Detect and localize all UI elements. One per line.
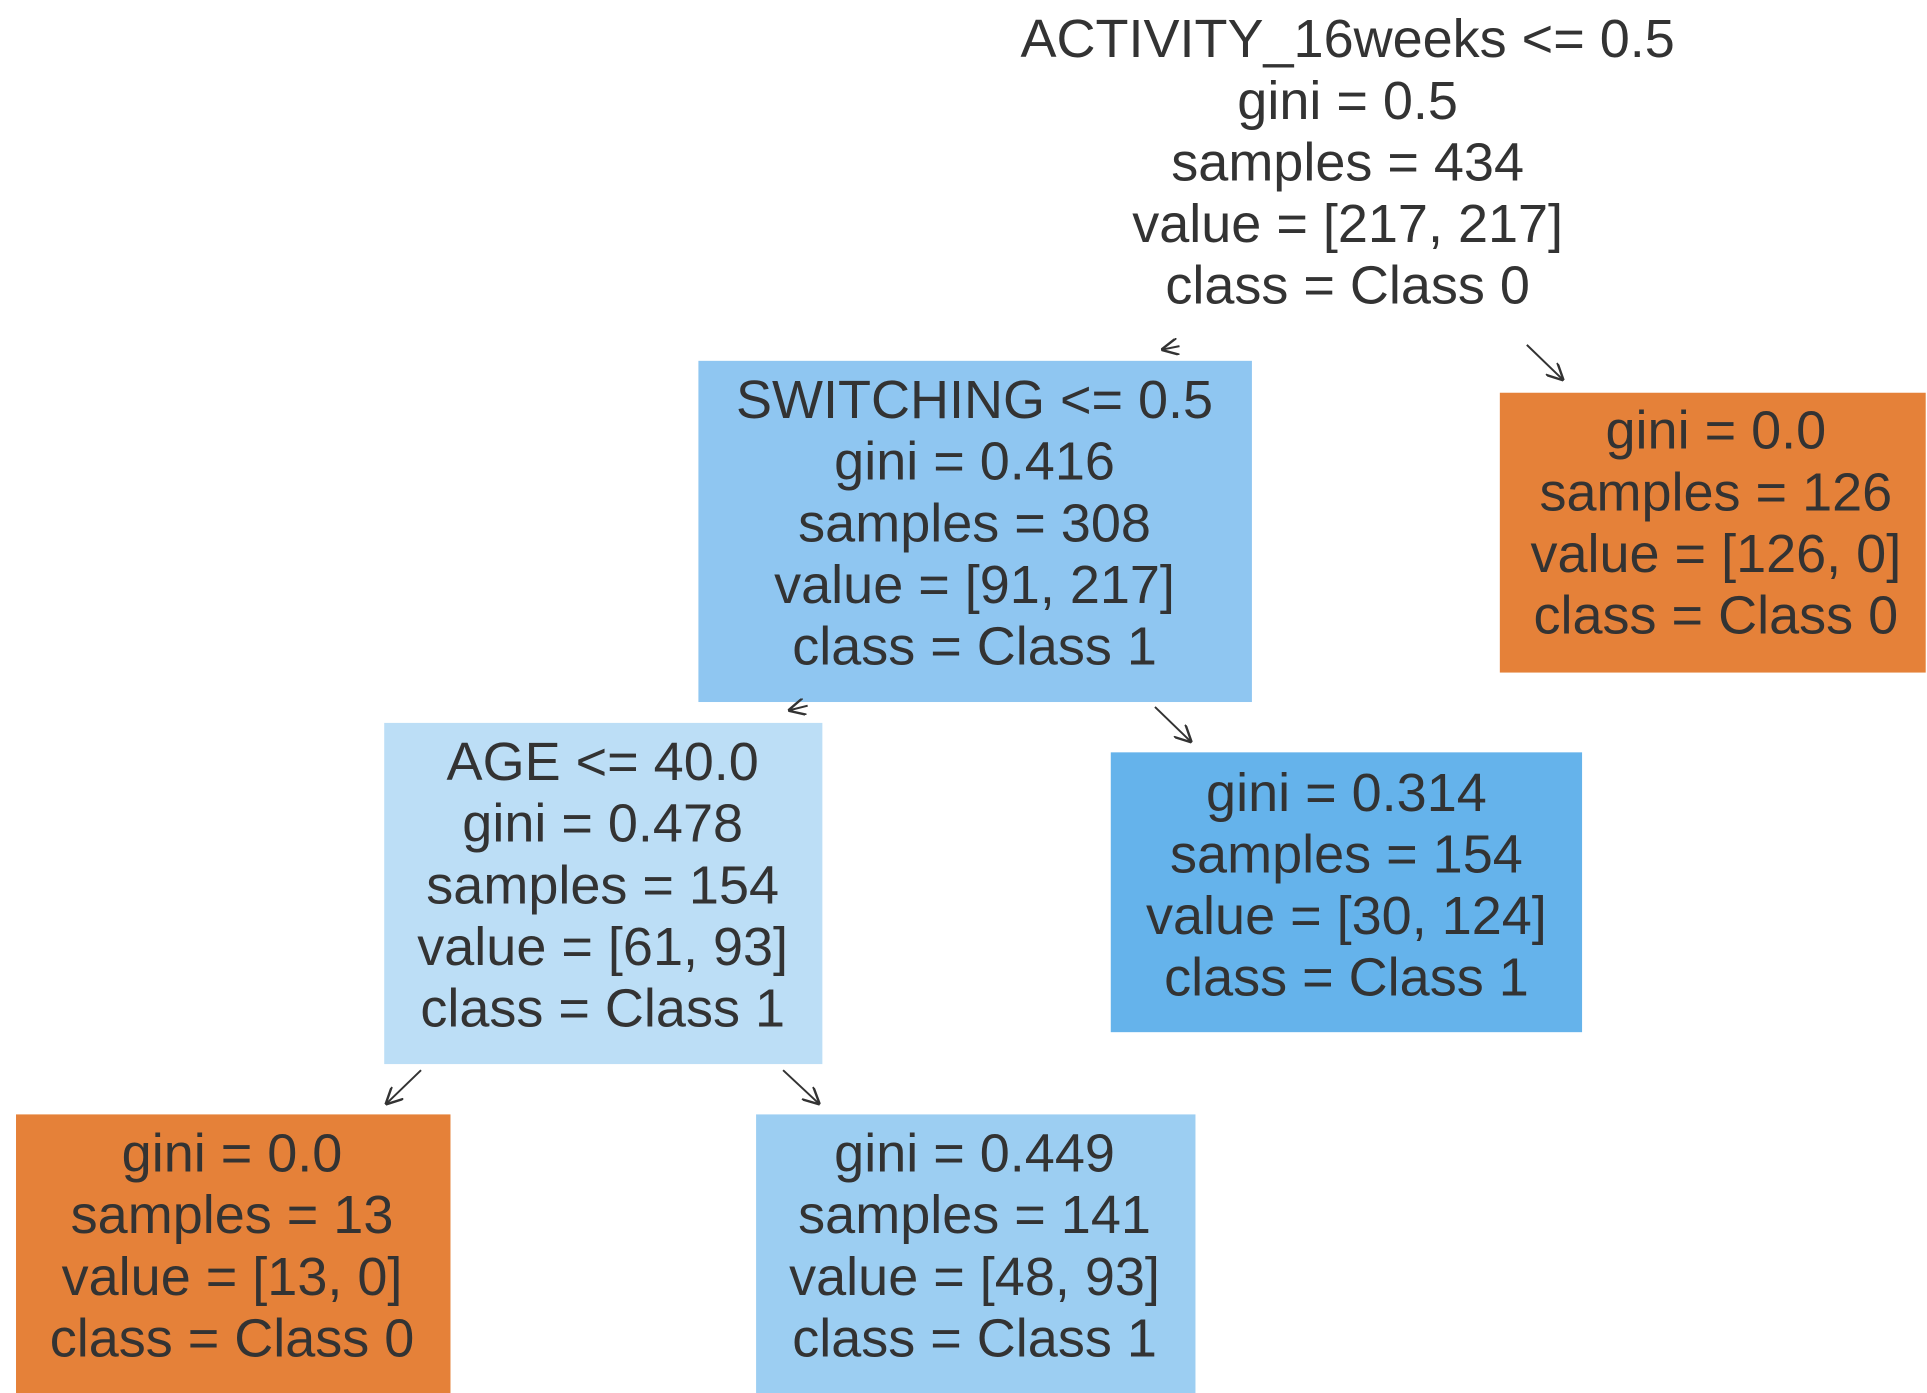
edge xyxy=(1161,346,1180,350)
node-line: gini = 0.0 xyxy=(1606,401,1827,461)
node-line: value = [30, 124] xyxy=(1146,886,1547,946)
node-line: class = Class 0 xyxy=(50,1308,415,1368)
node-box xyxy=(756,1114,1196,1393)
node-box xyxy=(989,12,1708,322)
node-line: gini = 0.449 xyxy=(834,1124,1115,1184)
node-box xyxy=(1499,392,1926,673)
node-box xyxy=(698,360,1252,703)
node-line: value = [61, 93] xyxy=(417,917,788,977)
node-line: value = [91, 217] xyxy=(774,555,1175,615)
node-line: SWITCHING <= 0.5 xyxy=(736,370,1213,430)
node-line: samples = 13 xyxy=(71,1185,394,1245)
node-line: gini = 0.5 xyxy=(1237,71,1458,131)
edge xyxy=(1154,706,1192,743)
edge xyxy=(1526,344,1564,381)
node-line: samples = 308 xyxy=(798,493,1151,553)
edge xyxy=(788,706,808,711)
edges xyxy=(385,345,1563,1105)
node-line: samples = 434 xyxy=(1171,132,1524,192)
node-line: class = Class 1 xyxy=(792,1308,1157,1368)
node-line: gini = 0.416 xyxy=(834,432,1115,492)
node-box xyxy=(384,722,823,1065)
node-line: class = Class 1 xyxy=(420,979,785,1039)
node-line: samples = 126 xyxy=(1539,462,1892,522)
node-line: value = [48, 93] xyxy=(789,1247,1160,1307)
node-line: value = [217, 217] xyxy=(1132,194,1563,254)
node-line: gini = 0.0 xyxy=(122,1124,343,1184)
node-line: class = Class 0 xyxy=(1165,256,1530,316)
node-line: samples = 154 xyxy=(426,855,779,915)
edge xyxy=(385,1069,422,1104)
node-box xyxy=(1110,752,1583,1033)
node-line: samples = 154 xyxy=(1170,824,1523,884)
node-line: value = [126, 0] xyxy=(1530,524,1901,584)
node-line: ACTIVITY_16weeks <= 0.5 xyxy=(1020,9,1674,69)
node-line: gini = 0.478 xyxy=(462,794,743,854)
node-line: value = [13, 0] xyxy=(62,1247,403,1307)
node-line: samples = 141 xyxy=(798,1185,1151,1245)
node-line: gini = 0.314 xyxy=(1206,763,1487,823)
node-line: class = Class 0 xyxy=(1534,586,1899,646)
edge xyxy=(782,1069,820,1104)
node-line: class = Class 1 xyxy=(1164,948,1529,1008)
node-box xyxy=(16,1114,451,1393)
node-line: AGE <= 40.0 xyxy=(447,732,759,792)
node-line: class = Class 1 xyxy=(792,616,1157,676)
